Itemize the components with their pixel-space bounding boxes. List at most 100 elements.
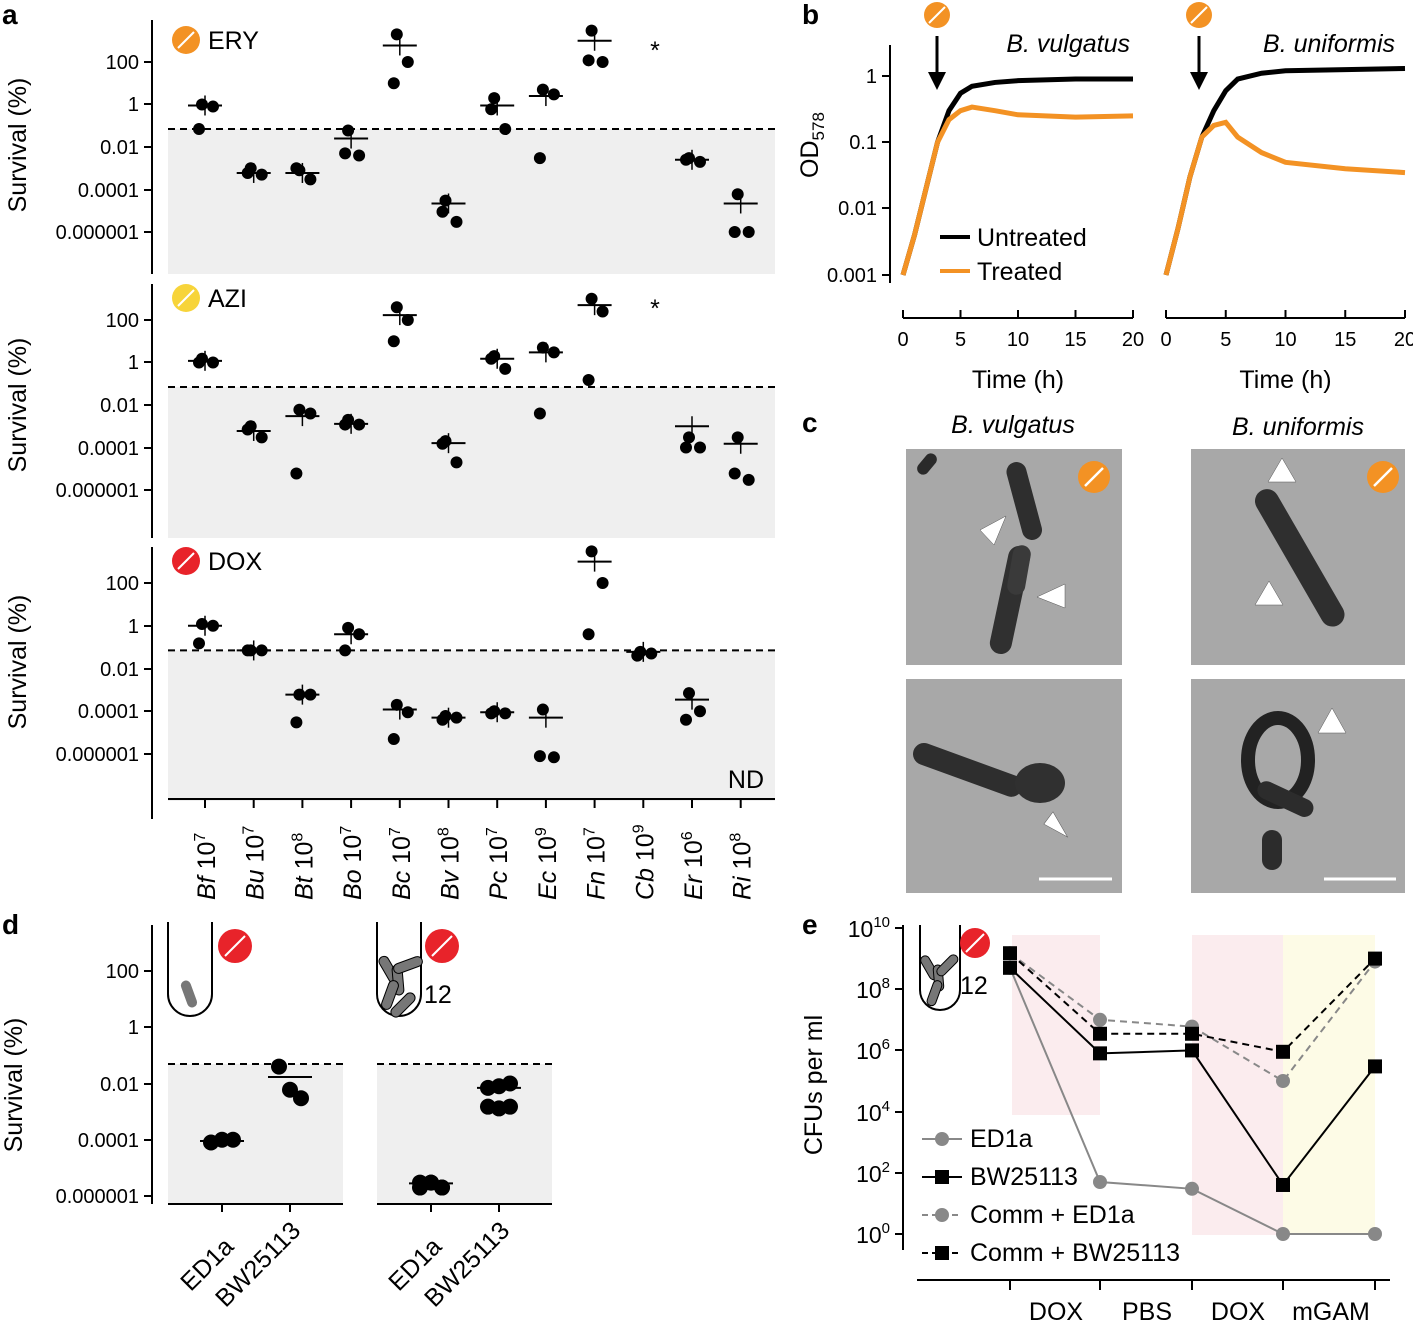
panel-d-point [434,1179,450,1196]
panel-a-azi-point [683,431,695,444]
panel-e-comm-bw25113-point [1185,1026,1199,1041]
panel-c: B. vulgatus B. uniformis [906,411,1405,893]
panel-d-tube-community-bacterium [381,980,399,1010]
panel-a-dox-point [499,707,512,720]
panel-b-uniformis-xtick-label: 5 [1220,329,1231,351]
panel-a-azi-point [255,431,268,444]
panel-d-community-count: 12 [424,981,452,1009]
panel-b-ytick-label: 0.1 [849,132,877,154]
panel-a-ery-point [547,88,560,101]
panel-a-ery-point [728,226,741,238]
panel-a-ery-detection-zone [168,129,775,274]
panel-e-ylabel: CFUs per ml [800,1015,828,1155]
panel-a-azi-ytick-label: 0.0001 [78,438,139,460]
panel-b-plots: 1 0.1 0.01 0.001 0 5 10 15 20 Time (h) B. vulgatus… [827,2,1413,394]
panel-d-ytick-label: 100 [106,961,139,983]
panel-a-azi-point [290,467,303,480]
panel-a-ery-point [193,123,205,136]
panel-a-dox-point [645,647,658,660]
panel-a-azi-point [387,335,400,348]
panel-a-ery-point [342,124,355,137]
panel-b-vulgatus-xlabel: Time (h) [972,366,1064,394]
panel-d-dox-icon-1-slash [224,935,246,957]
panel-a-dox-point [585,545,598,558]
panel-c-title-uniformis: B. uniformis [1232,413,1364,441]
panel-d-point [282,1081,298,1098]
panel-d-point [502,1098,518,1115]
panel-e-bw25113-point [1003,960,1017,975]
panel-e-comm-bw25113-point [1003,946,1017,961]
panel-b-vulgatus-arrow-head [928,72,946,90]
panel-a-ery-point [436,205,449,218]
panel-d-ytick-label: 0.01 [100,1074,139,1096]
panel-a-dox-point [683,687,695,700]
panel-e-bw25113-point [1276,1177,1290,1192]
panel-a-azi-point [450,456,463,469]
panel-b-vulgatus-xtick-label: 5 [955,329,966,351]
panel-a-azi-point [585,292,598,305]
panel-e-ed1a-point [1185,1181,1199,1196]
panel-e-bw25113-point [1368,1059,1382,1074]
panel-e-ed1a-point [1368,1227,1382,1241]
panel-a-ery-point [499,123,512,136]
panel-d-point [271,1058,287,1075]
panel-a-dox-ylabel: Survival (%) [4,595,32,730]
panel-e-community-count: 12 [960,972,988,1000]
panel-a-azi-ytick-label: 0.000001 [56,480,139,502]
panel-a-ery-point [596,56,609,68]
panel-a-subplots: 100 1 0.01 0.0001 0.000001 ERY * 100 1 0.01 0.0001… [56,20,775,819]
panel-e: CFUs per ml 1010 108 106 104 102 100 12 DOX P… [800,914,1390,1326]
panel-b-vulgatus-xtick-label: 20 [1122,329,1144,351]
panel-a-azi-point [401,314,414,326]
legend-bw-label: BW25113 [970,1163,1078,1191]
panel-b-uniformis-title: B. uniformis [1263,30,1395,58]
panel-a-azi-point [728,467,741,480]
panel-e-comm-bw25113-point [1276,1044,1290,1059]
panel-a-ery-point [731,188,744,201]
panel-d-plot: 100 1 0.01 0.0001 0.000001 [56,922,552,1212]
panel-a-ery-point [353,149,366,162]
panel-d-point [214,1131,230,1148]
panel-a-strain-label: Er 106 [679,831,708,900]
panel-b-ytick-label: 1 [866,66,877,88]
panel-a-ery-asterisk: * [650,37,660,65]
panel-a-dox-ytick-label: 1 [128,616,139,638]
panel-a-strain-labels: Bf 107 Bu 107 Bt 108 Bo 107 Bc 107 Bv 108 Pc 1… [192,799,757,900]
panel-d-detection-zone [377,1064,552,1204]
panel-a-ery-point [401,56,414,68]
panel-a-dox-drug-label: DOX [208,548,263,576]
panel-e-comm-bw25113-point [1093,1026,1107,1041]
panel-e-dox-icon-slash [965,933,985,953]
panel-e-tube-bacterium [936,954,959,977]
legend-comm-bw-label: Comm + BW25113 [970,1239,1180,1267]
panel-a-ery-point [290,162,303,175]
panel-e-tube [919,925,961,1011]
panel-a-ery-point [207,100,219,113]
panel-a-azi-drug-icon-slash [177,289,195,307]
panel-a-azi-ytick-label: 0.01 [100,395,139,417]
panel-a-strain-label: Ri 108 [728,833,757,900]
panel-a-azi-ylabel: Survival (%) [4,338,32,473]
legend-comm-ed1a-marker [935,1208,949,1222]
panel-e-ytick-label: 106 [856,1036,890,1064]
panel-e-comm-ed1a-point [1276,1074,1290,1088]
panel-d-ytick-label: 0.000001 [56,1186,139,1208]
panel-a-strain-label: Bo 107 [338,826,367,900]
panel-a-strain-label: Bf 107 [192,833,221,900]
panel-e-ytick-label: 1010 [848,914,890,942]
panel-a-ery-ytick-label: 0.000001 [56,222,139,244]
panel-b-ytick-label: 0.01 [838,198,877,220]
panel-b-uniformis-drug-icon-slash [1190,6,1208,24]
panel-e-comm-ed1a-point [1093,1012,1107,1027]
panel-a-azi-point [304,407,317,420]
panel-e-ytick-label: 102 [856,1159,890,1187]
panel-b-vulgatus-xtick-label: 0 [897,329,908,351]
panel-a-ery-ytick-label: 0.01 [100,137,139,159]
panel-b-uniformis-arrow-head [1190,72,1208,90]
panel-a-ery-point [582,54,595,67]
panel-e-comm-bw25113-line [1009,952,1376,1053]
panel-a-dox-point [387,733,400,746]
panel-a-azi-point [582,374,595,387]
panel-a-dox-point [485,707,498,720]
